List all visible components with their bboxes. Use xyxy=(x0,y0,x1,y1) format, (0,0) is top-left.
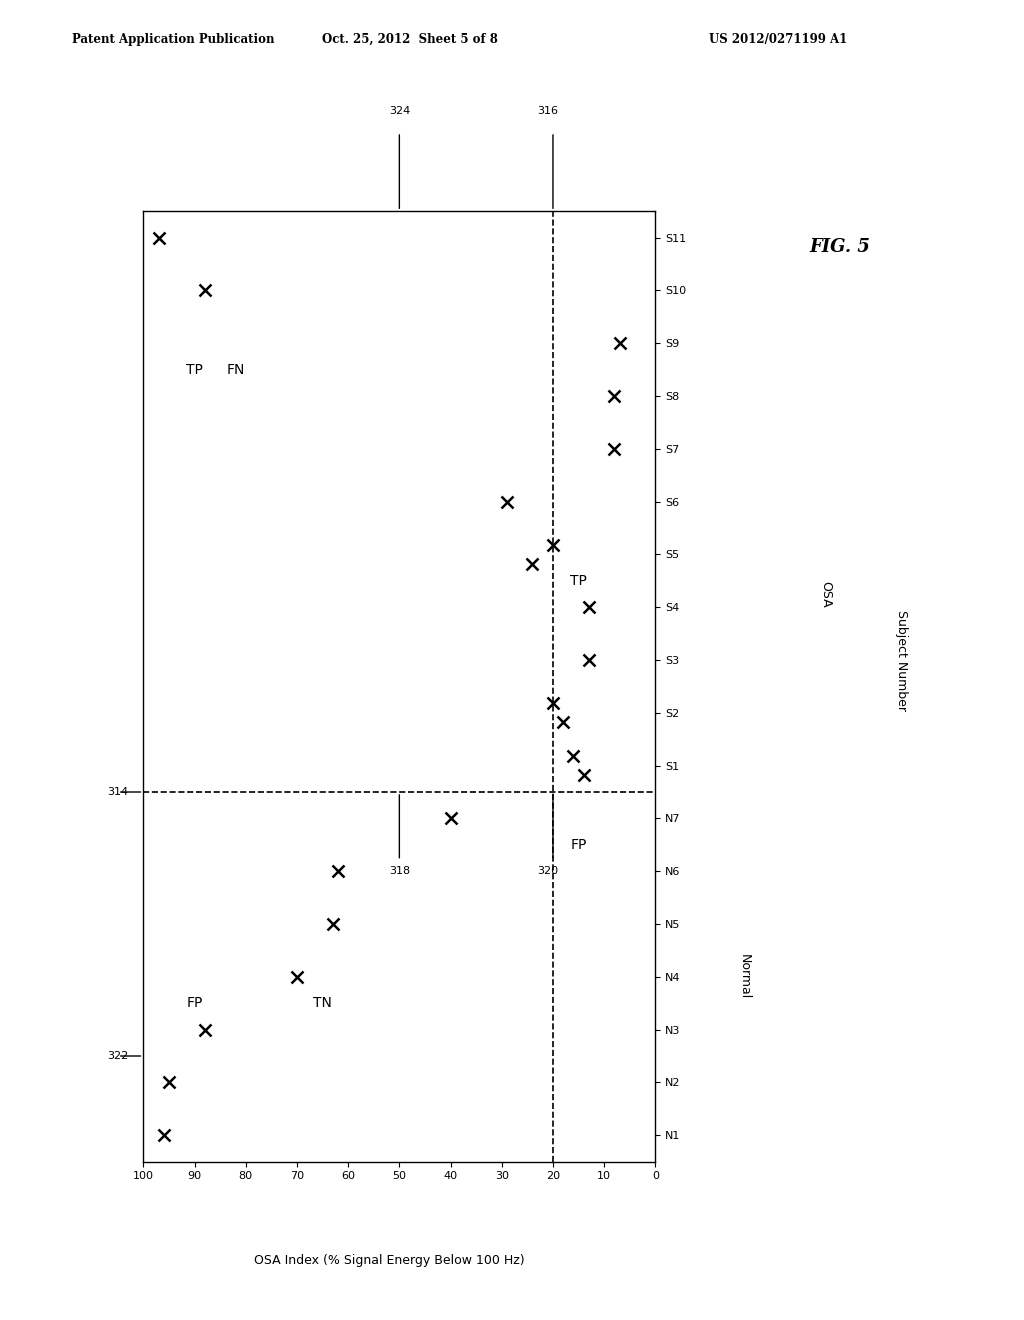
Text: 316: 316 xyxy=(538,106,558,116)
Text: OSA Index (% Signal Energy Below 100 Hz): OSA Index (% Signal Energy Below 100 Hz) xyxy=(254,1254,524,1267)
Text: 318: 318 xyxy=(389,866,410,876)
Text: 320: 320 xyxy=(538,866,558,876)
Text: FP: FP xyxy=(570,838,587,851)
Text: 322: 322 xyxy=(108,1051,129,1061)
Text: OSA: OSA xyxy=(819,581,833,607)
Text: 324: 324 xyxy=(389,106,410,116)
Text: 314: 314 xyxy=(108,787,129,797)
Text: Patent Application Publication: Patent Application Publication xyxy=(72,33,274,46)
Text: Subject Number: Subject Number xyxy=(895,610,907,710)
Text: Normal: Normal xyxy=(737,954,751,999)
Text: FN: FN xyxy=(226,363,245,376)
Text: FP: FP xyxy=(186,997,203,1010)
Text: TP: TP xyxy=(186,363,203,376)
Text: FIG. 5: FIG. 5 xyxy=(809,238,870,256)
Text: TN: TN xyxy=(313,997,332,1010)
Text: US 2012/0271199 A1: US 2012/0271199 A1 xyxy=(709,33,848,46)
Text: TP: TP xyxy=(570,574,587,587)
Text: Oct. 25, 2012  Sheet 5 of 8: Oct. 25, 2012 Sheet 5 of 8 xyxy=(322,33,498,46)
